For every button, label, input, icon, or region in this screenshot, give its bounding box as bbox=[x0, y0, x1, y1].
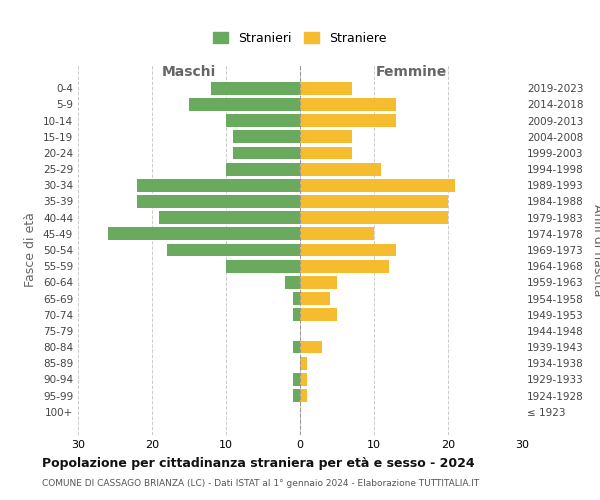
Bar bbox=[300, 356, 307, 370]
Bar bbox=[233, 146, 300, 160]
Bar bbox=[300, 130, 352, 143]
Bar bbox=[285, 276, 300, 289]
Bar bbox=[300, 162, 382, 175]
Bar bbox=[226, 162, 300, 175]
Text: Popolazione per cittadinanza straniera per età e sesso - 2024: Popolazione per cittadinanza straniera p… bbox=[42, 458, 475, 470]
Bar bbox=[137, 179, 300, 192]
Bar bbox=[300, 195, 448, 208]
Bar bbox=[233, 130, 300, 143]
Y-axis label: Fasce di età: Fasce di età bbox=[25, 212, 37, 288]
Bar bbox=[293, 308, 300, 321]
Bar bbox=[160, 211, 300, 224]
Bar bbox=[107, 228, 300, 240]
Bar bbox=[300, 146, 352, 160]
Y-axis label: Anni di nascita: Anni di nascita bbox=[592, 204, 600, 296]
Bar bbox=[226, 260, 300, 272]
Bar bbox=[300, 98, 396, 111]
Text: Maschi: Maschi bbox=[162, 64, 216, 78]
Bar bbox=[300, 260, 389, 272]
Bar bbox=[293, 389, 300, 402]
Bar bbox=[300, 389, 307, 402]
Bar bbox=[300, 82, 352, 95]
Bar bbox=[137, 195, 300, 208]
Bar bbox=[167, 244, 300, 256]
Bar bbox=[300, 211, 448, 224]
Bar bbox=[293, 292, 300, 305]
Bar bbox=[189, 98, 300, 111]
Bar bbox=[300, 114, 396, 127]
Bar bbox=[300, 308, 337, 321]
Bar bbox=[211, 82, 300, 95]
Legend: Stranieri, Straniere: Stranieri, Straniere bbox=[208, 27, 392, 50]
Bar bbox=[300, 276, 337, 289]
Bar bbox=[300, 292, 329, 305]
Bar bbox=[300, 340, 322, 353]
Bar bbox=[300, 373, 307, 386]
Bar bbox=[300, 244, 396, 256]
Bar bbox=[300, 228, 374, 240]
Bar bbox=[300, 179, 455, 192]
Bar bbox=[293, 373, 300, 386]
Bar bbox=[293, 340, 300, 353]
Bar bbox=[226, 114, 300, 127]
Text: Femmine: Femmine bbox=[376, 64, 446, 78]
Text: COMUNE DI CASSAGO BRIANZA (LC) - Dati ISTAT al 1° gennaio 2024 - Elaborazione TU: COMUNE DI CASSAGO BRIANZA (LC) - Dati IS… bbox=[42, 478, 479, 488]
